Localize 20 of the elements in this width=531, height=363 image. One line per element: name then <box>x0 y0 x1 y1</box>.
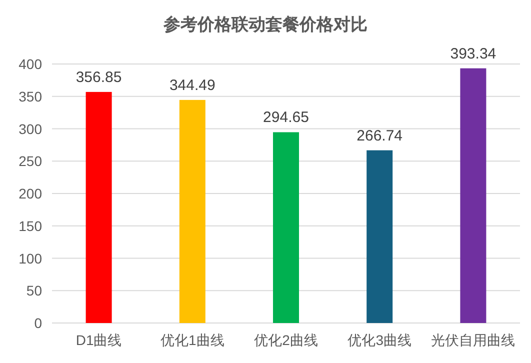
data-label: 294.65 <box>263 109 309 126</box>
ytick: 100 <box>18 250 42 266</box>
xtick: 优化3曲线 <box>348 332 412 348</box>
xtick: D1曲线 <box>76 332 122 348</box>
xtick: 光伏自用曲线 <box>431 332 516 348</box>
ytick: 250 <box>18 153 42 170</box>
ytick: 200 <box>18 186 42 202</box>
title: 参考价格联动套餐价格对比 <box>164 15 368 34</box>
ytick: 350 <box>18 88 42 104</box>
ytick: 300 <box>18 120 42 137</box>
ytick: 50 <box>26 282 42 299</box>
data-label: 266.74 <box>356 127 403 144</box>
data-label: 344.49 <box>169 76 216 94</box>
data-label: 393.34 <box>450 45 496 62</box>
xtick: 优化2曲线 <box>254 332 318 348</box>
ytick: 400 <box>18 56 42 72</box>
ytick: 150 <box>18 218 42 234</box>
data-label: 356.85 <box>76 68 122 86</box>
xtick: 优化1曲线 <box>160 332 224 348</box>
ytick: 0 <box>34 315 42 331</box>
